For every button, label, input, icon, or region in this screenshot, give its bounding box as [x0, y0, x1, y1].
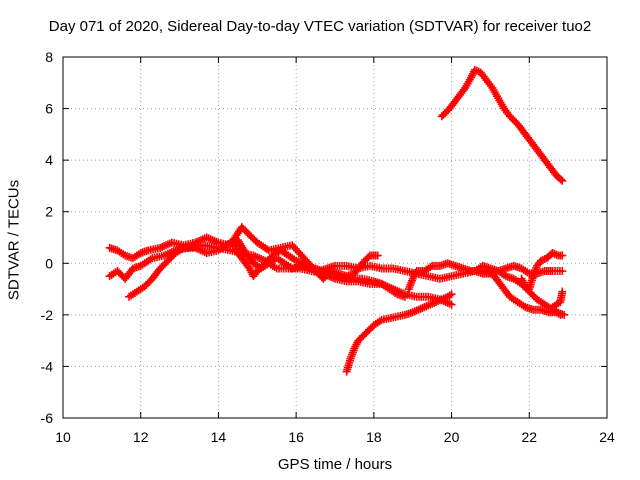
x-axis-label: GPS time / hours: [277, 456, 393, 473]
data-point: [556, 175, 565, 184]
data-point: [558, 287, 567, 296]
chart-title: Day 071 of 2020, Sidereal Day-to-day VTE…: [48, 18, 592, 35]
y-tick-label: 4: [45, 152, 53, 168]
x-tick-label: 24: [599, 429, 615, 445]
data-point: [558, 267, 567, 276]
data-point: [558, 176, 567, 185]
y-tick-label: 8: [45, 49, 53, 65]
data-point: [400, 292, 409, 301]
data-point: [560, 310, 569, 319]
data-point: [558, 251, 567, 260]
x-tick-label: 20: [444, 429, 460, 445]
x-tick-label: 12: [133, 429, 149, 445]
data-point: [373, 251, 382, 260]
plot-frame: [62, 56, 608, 419]
data-point: [364, 253, 373, 262]
x-tick-label: 14: [211, 429, 227, 445]
data-markers: [105, 65, 569, 376]
y-tick-label: -2: [41, 307, 54, 323]
y-axis-label: SDTVAR / TECUs: [5, 179, 23, 301]
data-point: [447, 290, 456, 299]
x-tick-label: 22: [521, 429, 537, 445]
y-tick-label: -6: [41, 410, 54, 426]
data-point: [447, 300, 456, 309]
x-tick-label: 10: [55, 429, 71, 445]
data-point: [552, 250, 561, 259]
y-tick-label: 2: [45, 204, 53, 220]
y-tick-label: 0: [45, 255, 53, 271]
y-tick-label: 6: [45, 101, 53, 117]
x-tick-label: 16: [288, 429, 304, 445]
x-tick-label: 18: [366, 429, 382, 445]
y-tick-label: -4: [41, 358, 54, 374]
